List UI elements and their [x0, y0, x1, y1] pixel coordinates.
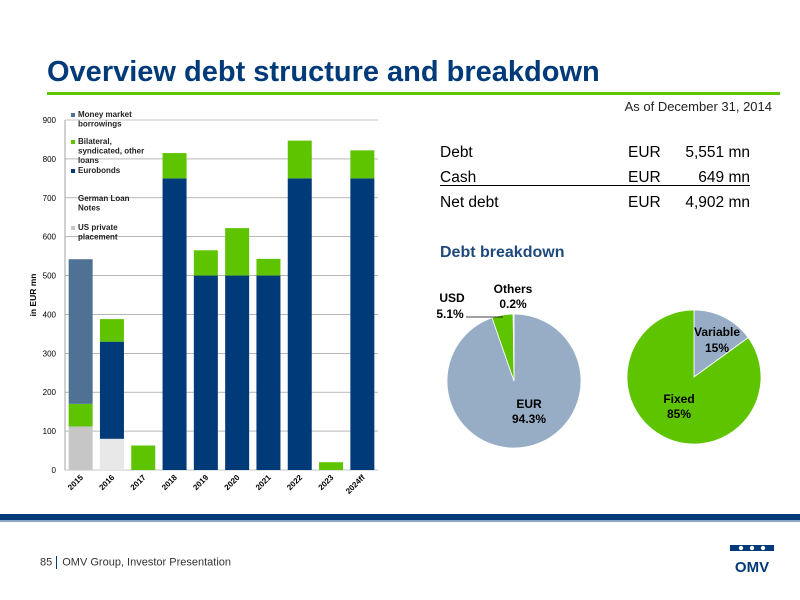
x-tick-label: 2021 — [254, 473, 273, 492]
pie-value-label: 94.3% — [512, 412, 546, 426]
legend-swatch — [71, 113, 75, 117]
pie-label: USD — [439, 291, 465, 305]
legend-label: syndicated, other — [78, 147, 144, 156]
summary-row-net-debt: Net debt EUR 4,902 mn — [440, 190, 750, 215]
bar-segment — [68, 426, 93, 470]
legend-label: Eurobonds — [78, 166, 121, 175]
pie-label: EUR — [516, 397, 542, 411]
y-tick-label: 300 — [43, 349, 57, 358]
debt-breakdown-heading: Debt breakdown — [440, 244, 565, 261]
pie-value-label: 15% — [705, 341, 729, 355]
legend-label: German Loan — [78, 194, 130, 203]
bar-segment — [225, 228, 250, 276]
y-tick-label: 400 — [43, 310, 57, 319]
y-tick-label: 800 — [43, 155, 57, 164]
legend-swatch — [71, 169, 75, 173]
x-tick-label: 2024ff — [344, 473, 367, 496]
x-tick-label: 2016 — [97, 473, 116, 492]
y-tick-label: 900 — [43, 116, 57, 125]
logo-text: OMV — [735, 559, 769, 576]
bar-segment — [256, 275, 281, 470]
x-tick-label: 2023 — [317, 473, 336, 492]
bar-segment — [162, 153, 187, 179]
bar-segment-highlight — [99, 438, 124, 470]
legend-label: borrowings — [78, 120, 122, 129]
bar-segment — [68, 403, 93, 427]
bar-segment — [225, 275, 250, 470]
x-tick-label: 2017 — [129, 473, 148, 492]
bar-segment — [99, 341, 124, 439]
pie-slice — [512, 313, 515, 382]
y-axis-label: in EUR mn — [28, 274, 38, 317]
bar-segment — [350, 178, 375, 471]
title-underline — [47, 92, 780, 95]
summary-label: Cash — [440, 169, 477, 186]
summary-amount: 649 mn — [698, 169, 750, 186]
bar-segment — [193, 275, 218, 470]
footer-band-accent — [0, 520, 800, 522]
legend-swatch — [71, 140, 75, 144]
debt-maturity-bar-chart: 0 100 200 300 400 500 600 700 800 900 in EUR mn 201… — [28, 110, 378, 496]
pie-label: Others — [494, 282, 533, 296]
x-tick-label: 2019 — [191, 473, 210, 492]
x-tick-label: 2018 — [160, 473, 179, 492]
pie-value-label: 85% — [667, 407, 691, 421]
legend-swatch — [71, 226, 75, 230]
legend-label: US private — [78, 223, 118, 232]
y-tick-label: 600 — [43, 233, 57, 242]
pie-slice — [693, 309, 749, 378]
bar-segment — [287, 140, 312, 179]
bar-segment — [162, 178, 187, 471]
legend-label: placement — [78, 233, 118, 242]
legend-label: loans — [78, 156, 99, 165]
summary-label: Debt — [440, 144, 473, 161]
bar-segment — [131, 445, 156, 470]
y-tick-label: 0 — [52, 466, 57, 475]
bar-segment — [319, 462, 344, 470]
page-number: 85 — [40, 556, 53, 569]
bar-segment — [99, 319, 124, 342]
summary-currency: EUR — [628, 144, 661, 161]
footer-text: OMV Group, Investor Presentation — [62, 556, 231, 569]
x-tick-label: 2020 — [223, 473, 242, 492]
debt-summary-table: Debt EUR 5,551 mn Cash EUR 649 mn Net de… — [440, 140, 750, 215]
y-tick-label: 100 — [43, 427, 57, 436]
omv-logo: OMV — [730, 545, 774, 576]
bar-segment — [256, 258, 281, 276]
summary-row-debt: Debt EUR 5,551 mn — [440, 140, 750, 165]
summary-currency: EUR — [628, 169, 661, 186]
summary-divider — [440, 185, 750, 186]
summary-currency: EUR — [628, 194, 661, 211]
bar-segment — [287, 178, 312, 471]
x-tick-label: 2022 — [285, 473, 304, 492]
y-tick-label: 700 — [43, 194, 57, 203]
pie-value-label: 0.2% — [499, 297, 527, 311]
bar-segment — [193, 250, 218, 276]
x-tick-label: 2015 — [66, 473, 85, 492]
summary-amount: 4,902 mn — [685, 194, 750, 211]
bar-segment — [68, 259, 93, 404]
footer-separator — [56, 556, 58, 569]
bar-segment — [350, 150, 375, 179]
pie-value-label: 5.1% — [436, 307, 464, 321]
summary-row-cash: Cash EUR 649 mn — [440, 165, 750, 190]
page-title: Overview debt structure and breakdown — [47, 56, 600, 88]
footer-band — [0, 514, 800, 520]
summary-label: Net debt — [440, 194, 499, 211]
legend-label: Bilateral, — [78, 137, 112, 146]
legend-label: Money market — [78, 110, 132, 119]
pie-slice — [626, 309, 762, 445]
y-tick-label: 500 — [43, 272, 57, 281]
footer: 85 OMV Group, Investor Presentation — [40, 556, 231, 569]
as-of-date: As of December 31, 2014 — [624, 99, 772, 114]
legend-label: Notes — [78, 204, 101, 213]
pie-label: Variable — [694, 325, 740, 339]
pie-label: Fixed — [663, 392, 694, 406]
y-tick-label: 200 — [43, 388, 57, 397]
summary-amount: 5,551 mn — [685, 144, 750, 161]
